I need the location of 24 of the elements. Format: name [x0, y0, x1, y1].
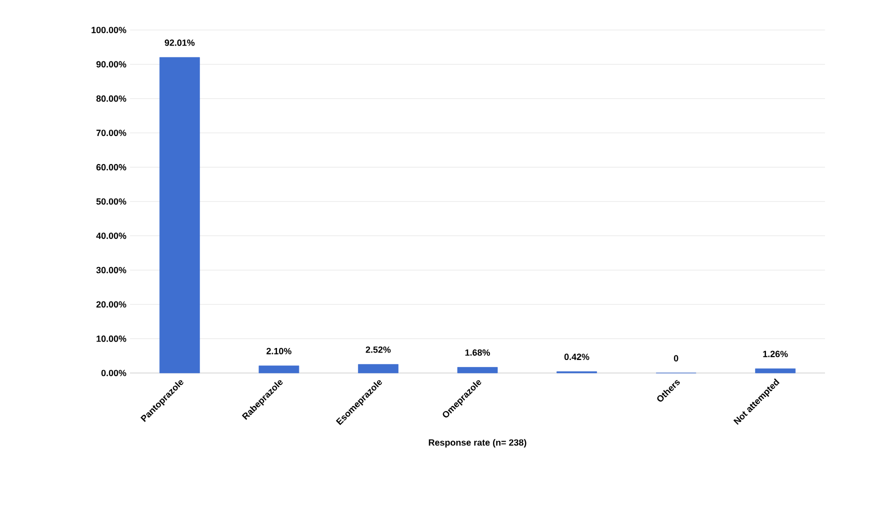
y-tick-label: 80.00% [96, 95, 126, 102]
bar [258, 366, 300, 374]
y-tick-label: 50.00% [96, 198, 126, 205]
y-tick-label: 10.00% [96, 336, 126, 342]
bar [457, 367, 498, 374]
data-label: 0 [674, 355, 678, 362]
data-label: 0.42% [564, 354, 590, 360]
bar [755, 368, 796, 374]
x-axis-title: Response rate (n= 238) [428, 439, 526, 448]
bar [159, 57, 200, 374]
y-tick-label: 30.00% [96, 266, 126, 274]
data-label: 1.26% [763, 350, 788, 358]
y-tick-label: 70.00% [96, 130, 126, 136]
y-tick-label: 60.00% [96, 164, 126, 170]
y-tick-label: 40.00% [96, 232, 126, 239]
y-tick-label: 20.00% [96, 301, 126, 308]
y-tick-label: 100.00% [92, 26, 126, 34]
y-tick-label: 0.00% [101, 370, 126, 376]
y-tick-label: 90.00% [96, 61, 126, 68]
bar [358, 364, 398, 374]
data-label: 2.10% [266, 348, 292, 354]
data-label: 1.68% [465, 349, 490, 356]
data-label: 92.01% [164, 40, 195, 46]
data-label: 2.52% [366, 346, 391, 353]
